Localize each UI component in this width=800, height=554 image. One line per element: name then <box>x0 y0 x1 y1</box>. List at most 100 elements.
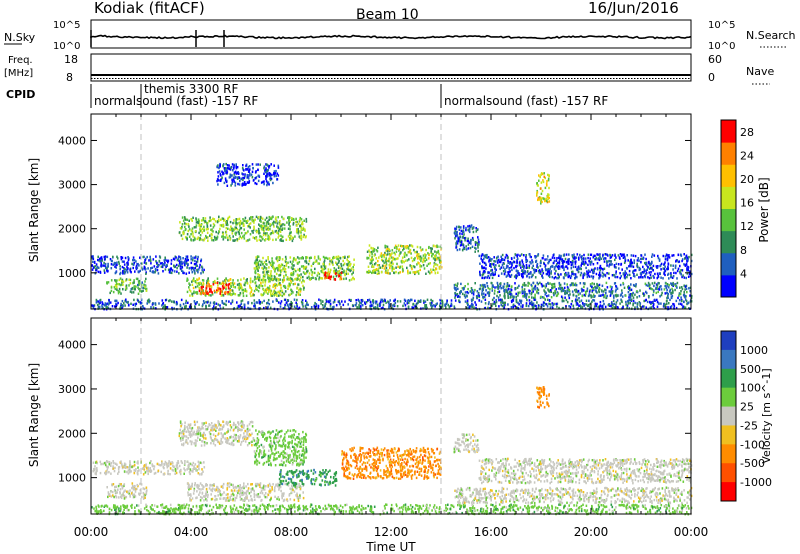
heatmap-cell <box>468 241 471 244</box>
heatmap-cell <box>432 253 434 256</box>
heatmap-cell <box>653 284 655 288</box>
heatmap-cell <box>466 300 469 303</box>
heatmap-cell <box>385 261 387 264</box>
heatmap-cell <box>366 271 369 274</box>
heatmap-cell <box>518 284 520 288</box>
heatmap-cell <box>517 301 519 305</box>
heatmap-cell <box>268 266 270 269</box>
heatmap-cell <box>636 305 638 309</box>
heatmap-cell <box>680 290 682 293</box>
heatmap-cell <box>295 307 297 310</box>
heatmap-cell <box>255 284 258 287</box>
heatmap-cell <box>480 254 483 257</box>
heatmap-cell <box>628 293 631 297</box>
heatmap-cell <box>594 302 597 305</box>
heatmap-cell <box>323 265 326 268</box>
heatmap-cell <box>261 301 263 304</box>
heatmap-cell <box>231 232 234 235</box>
heatmap-cell <box>223 181 226 185</box>
heatmap-cell <box>302 279 304 282</box>
heatmap-cell <box>478 241 480 244</box>
heatmap-cell <box>332 306 334 309</box>
heatmap-cell <box>495 268 497 271</box>
heatmap-cell <box>501 263 504 267</box>
heatmap-cell <box>594 295 596 298</box>
heatmap-cell <box>613 282 616 285</box>
heatmap-cell <box>102 264 105 267</box>
heatmap-cell <box>459 295 461 299</box>
heatmap-cell <box>374 300 377 303</box>
heatmap-cell <box>668 283 670 287</box>
heatmap-cell <box>505 275 508 278</box>
heatmap-cell <box>558 254 561 257</box>
heatmap-cell <box>479 287 482 290</box>
heatmap-cell <box>110 263 113 266</box>
heatmap-cell <box>298 278 301 281</box>
heatmap-cell <box>487 302 490 306</box>
heatmap-cell <box>615 270 617 273</box>
heatmap-cell <box>285 262 288 265</box>
heatmap-cell <box>245 168 247 171</box>
heatmap-cell <box>120 257 123 261</box>
heatmap-cell <box>564 292 566 295</box>
heatmap-cell <box>368 269 370 273</box>
heatmap-cell <box>467 291 470 295</box>
heatmap-cell <box>536 290 538 293</box>
heatmap-cell <box>292 217 295 221</box>
heatmap-cell <box>271 216 274 219</box>
heatmap-cell <box>122 288 124 291</box>
heatmap-cell <box>472 298 474 301</box>
heatmap-cell <box>193 226 196 229</box>
heatmap-cell <box>273 261 275 265</box>
heatmap-cell <box>550 265 552 269</box>
heatmap-cell <box>261 266 263 270</box>
heatmap-cell <box>558 260 561 263</box>
heatmap-cell <box>270 277 272 280</box>
heatmap-cell <box>136 266 139 269</box>
heatmap-cell <box>682 274 684 277</box>
heatmap-cell <box>468 230 471 234</box>
heatmap-cell <box>202 217 205 220</box>
heatmap-cell <box>274 276 276 279</box>
heatmap-cell <box>353 258 355 261</box>
heatmap-cell <box>591 300 593 303</box>
heatmap-cell <box>548 186 550 190</box>
heatmap-cell <box>638 259 640 262</box>
heatmap-cell <box>382 259 384 263</box>
heatmap-cell <box>575 256 578 259</box>
heatmap-cell <box>207 292 209 295</box>
heatmap-cell <box>181 237 184 241</box>
heatmap-cell <box>554 266 556 269</box>
heatmap-cell <box>409 248 412 252</box>
heatmap-cell <box>519 299 521 302</box>
heatmap-cell <box>670 272 672 275</box>
heatmap-cell <box>233 239 235 242</box>
heatmap-cell <box>503 306 506 309</box>
heatmap-cell <box>689 290 691 293</box>
heatmap-cell <box>116 257 119 260</box>
heatmap-cell <box>490 265 492 268</box>
heatmap-cell <box>632 271 634 274</box>
heatmap-cell <box>223 167 226 170</box>
heatmap-cell <box>342 263 345 267</box>
heatmap-cell <box>228 164 230 167</box>
heatmap-cell <box>619 294 622 297</box>
heatmap-cell <box>538 269 541 272</box>
heatmap-cell <box>515 265 517 268</box>
heatmap-cell <box>454 283 457 286</box>
heatmap-cell <box>264 278 267 282</box>
heatmap-cell <box>516 261 519 264</box>
heatmap-cell <box>647 276 649 279</box>
heatmap-cell <box>240 278 242 281</box>
heatmap-cell <box>317 304 320 308</box>
heatmap-cell <box>431 247 433 250</box>
heatmap-cell <box>283 278 286 282</box>
heatmap-cell <box>634 301 636 305</box>
heatmap-cell <box>532 264 534 267</box>
heatmap-cell <box>589 306 591 310</box>
heatmap-cell <box>656 300 659 304</box>
heatmap-cell <box>243 169 245 172</box>
heatmap-cell <box>255 256 257 259</box>
heatmap-cell <box>497 255 499 258</box>
heatmap-cell <box>564 272 566 276</box>
